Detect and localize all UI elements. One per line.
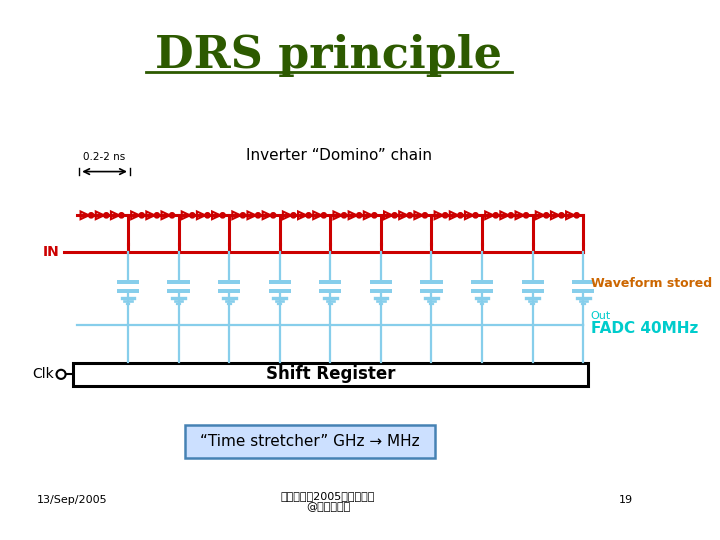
Text: 0.2-2 ns: 0.2-2 ns [84,152,126,163]
FancyBboxPatch shape [73,363,588,386]
Text: FADC 40MHz: FADC 40MHz [590,321,698,336]
Text: Out: Out [590,310,611,321]
Text: 日本物理学2005年秋季大会
@大阪市立大: 日本物理学2005年秋季大会 @大阪市立大 [281,491,375,512]
Text: Inverter “Domino” chain: Inverter “Domino” chain [246,147,432,163]
Text: Clk: Clk [32,367,54,381]
Text: “Time stretcher” GHz → MHz: “Time stretcher” GHz → MHz [200,434,420,449]
Text: Waveform stored: Waveform stored [590,277,711,290]
Text: IN: IN [42,245,59,259]
Text: 19: 19 [619,495,634,505]
Text: 13/Sep/2005: 13/Sep/2005 [37,495,107,505]
FancyBboxPatch shape [185,425,435,458]
Text: Shift Register: Shift Register [266,366,395,383]
Text: DRS principle: DRS principle [155,35,502,77]
